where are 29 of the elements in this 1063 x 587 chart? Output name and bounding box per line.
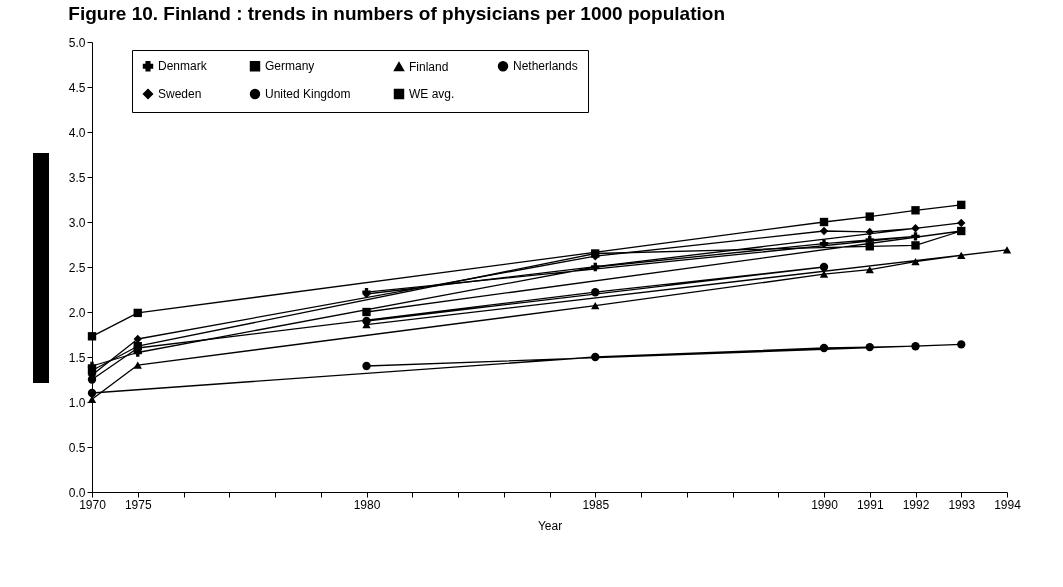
chart-title: Figure 10. Finland : trends in numbers of physicians per 1000 population: [68, 3, 725, 24]
y-tick-label: 4.0: [68, 125, 86, 140]
y-tick-label: 5.0: [68, 35, 86, 50]
y-tick-label: 0.5: [68, 440, 86, 455]
y-tick-label: 3.0: [68, 215, 86, 230]
y-tick-label: 3.5: [68, 170, 86, 185]
y-tick-label: 1.5: [68, 350, 86, 365]
legend-label: WE avg.: [409, 87, 455, 101]
legend-label: Denmark: [158, 59, 208, 74]
y-tick-label: 0.0: [68, 485, 86, 500]
x-tick-label: 1990: [811, 497, 839, 512]
x-axis-title: Year: [537, 518, 563, 533]
y-tick-label: 1.0: [68, 395, 86, 410]
legend-label: Germany: [265, 59, 315, 74]
y-tick-label: 2.0: [68, 305, 86, 320]
x-tick-label: 1985: [582, 497, 610, 512]
y-tick-label: 4.5: [68, 80, 86, 95]
legend-label: Finland: [409, 59, 449, 74]
x-tick-label: 1993: [948, 497, 976, 512]
x-tick-label: 1992: [902, 497, 930, 512]
legend-label: Sweden: [158, 87, 202, 101]
legend-label: Netherlands: [513, 59, 578, 74]
x-tick-label: 1970: [79, 497, 107, 512]
legend-label: United Kingdom: [265, 87, 351, 101]
y-tick-label: 2.5: [68, 260, 86, 275]
x-tick-label: 1994: [994, 497, 1022, 512]
x-tick-label: 1991: [856, 497, 884, 512]
x-tick-label: 1975: [124, 497, 152, 512]
x-tick-label: 1980: [353, 497, 381, 512]
